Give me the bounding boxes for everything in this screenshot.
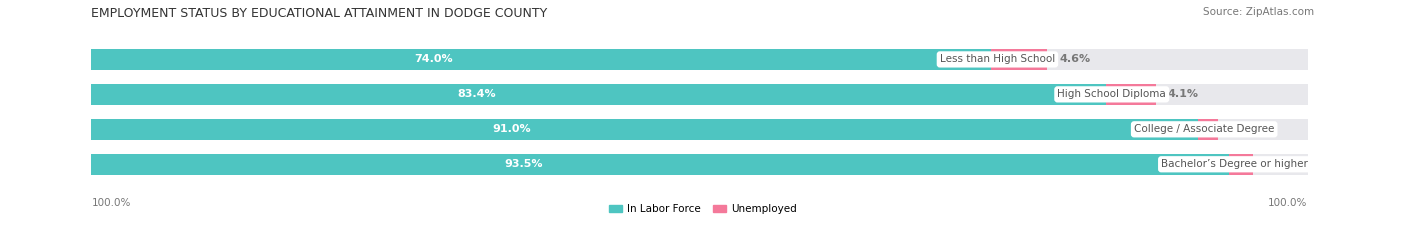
Text: 74.0%: 74.0% (415, 55, 453, 64)
Bar (1198, 119, 1218, 140)
Text: 91.0%: 91.0% (492, 124, 531, 134)
Bar (91, 49, 1308, 70)
Bar (991, 49, 1047, 70)
Text: 4.1%: 4.1% (1168, 89, 1199, 99)
Text: 4.6%: 4.6% (1060, 55, 1091, 64)
Text: 93.5%: 93.5% (505, 159, 543, 169)
Bar (91, 154, 1308, 175)
Text: Source: ZipAtlas.com: Source: ZipAtlas.com (1204, 7, 1315, 17)
Bar (91, 84, 1308, 105)
Text: 83.4%: 83.4% (457, 89, 496, 99)
Text: Bachelor’s Degree or higher: Bachelor’s Degree or higher (1161, 159, 1308, 169)
Bar (91, 84, 1105, 105)
Text: 100.0%: 100.0% (91, 198, 131, 208)
Bar (1105, 84, 1156, 105)
Text: 2.0%: 2.0% (1265, 159, 1296, 169)
Bar (1229, 154, 1253, 175)
Bar (91, 154, 1229, 175)
Bar (91, 119, 1308, 140)
Text: College / Associate Degree: College / Associate Degree (1135, 124, 1274, 134)
Text: 100.0%: 100.0% (1268, 198, 1308, 208)
Text: EMPLOYMENT STATUS BY EDUCATIONAL ATTAINMENT IN DODGE COUNTY: EMPLOYMENT STATUS BY EDUCATIONAL ATTAINM… (91, 7, 548, 20)
Bar (91, 49, 991, 70)
Legend: In Labor Force, Unemployed: In Labor Force, Unemployed (605, 200, 801, 219)
Text: High School Diploma: High School Diploma (1057, 89, 1166, 99)
Bar (91, 119, 1198, 140)
Text: Less than High School: Less than High School (939, 55, 1054, 64)
Text: 1.6%: 1.6% (1230, 124, 1261, 134)
